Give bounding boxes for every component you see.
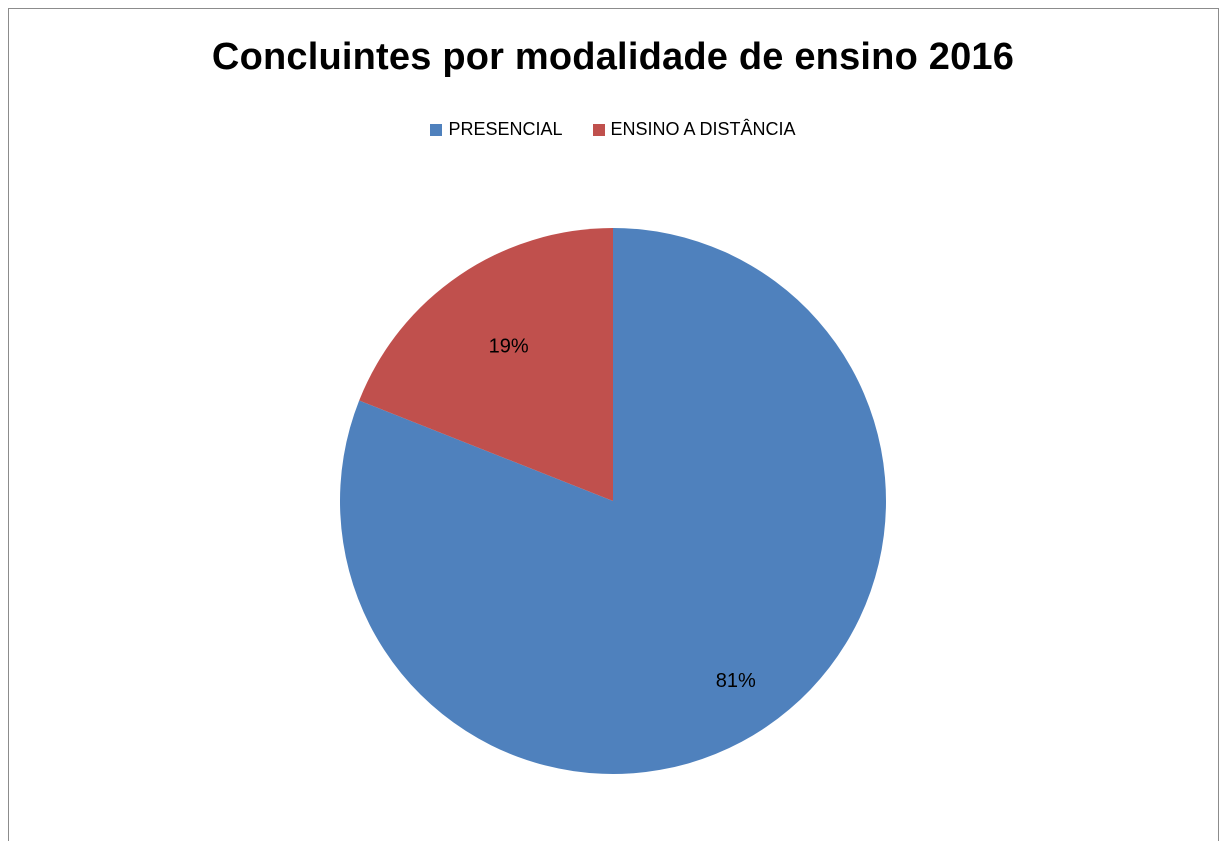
- legend-swatch-ensino-a-distancia: [592, 123, 605, 136]
- legend-label-ensino-a-distancia: ENSINO A DISTÂNCIA: [610, 119, 796, 139]
- data-label-ensino-a-distancia: 19%: [489, 336, 529, 358]
- chart-title: Concluintes por modalidade de ensino 201…: [211, 36, 1015, 78]
- data-label-presencial: 81%: [716, 670, 756, 692]
- legend-item-presencial: PRESENCIAL: [430, 119, 563, 140]
- chart-legend: PRESENCIAL ENSINO A DISTÂNCIA: [0, 119, 1226, 140]
- pie-slice-ensino-a-distancia: [359, 228, 613, 501]
- legend-swatch-presencial: [430, 123, 443, 136]
- legend-item-ensino-a-distancia: ENSINO A DISTÂNCIA: [592, 119, 796, 140]
- legend-label-presencial: PRESENCIAL: [448, 119, 563, 139]
